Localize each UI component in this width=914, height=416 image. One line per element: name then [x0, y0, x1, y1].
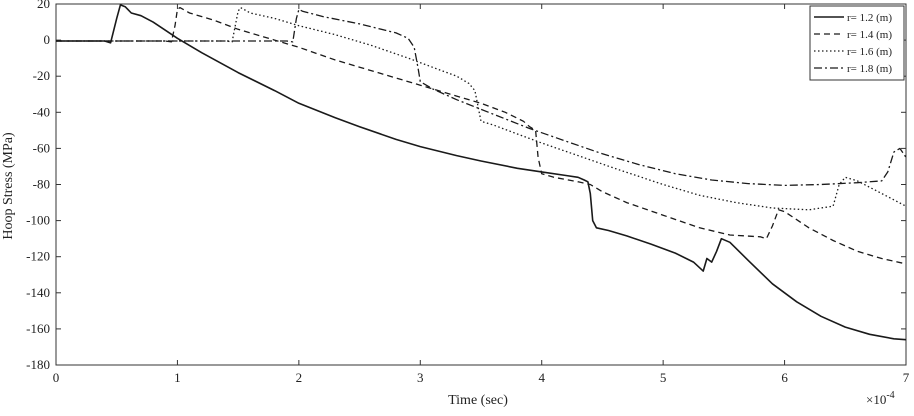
- y-tick-label: -80: [33, 177, 50, 192]
- x-tick-label: 2: [296, 370, 303, 385]
- y-tick-label: -40: [33, 104, 50, 119]
- x-tick-label: 6: [781, 370, 788, 385]
- x-axis-exponent: ×10-4: [866, 390, 895, 407]
- y-tick-label: -100: [26, 213, 50, 228]
- x-axis-title: Time (sec): [448, 393, 508, 408]
- legend-label-3: r= 1.6 (m): [847, 46, 892, 58]
- y-tick-label: -20: [33, 68, 50, 83]
- y-tick-label: -140: [26, 285, 50, 300]
- ticks-layer: 0 1 2 3 4 5 6 7 20 0 -20 -40 -60 -80 -100 -120 -140 -160 -…: [26, 0, 910, 385]
- x-tick-label: 4: [538, 370, 545, 385]
- x-tick-label: 0: [53, 370, 60, 385]
- series-line-1: [56, 4, 907, 341]
- y-tick-label: 20: [37, 0, 50, 11]
- y-tick-label: -120: [26, 249, 50, 264]
- series-layer: [56, 4, 907, 341]
- x-tick-label: 3: [417, 370, 424, 385]
- x-axis-exponent-power: -4: [886, 390, 894, 401]
- legend-label-4: r= 1.8 (m): [847, 63, 892, 75]
- legend: r= 1.2 (m) r= 1.4 (m) r= 1.6 (m) r= 1.8 (m): [809, 5, 905, 81]
- legend-label-1: r= 1.2 (m): [847, 12, 892, 24]
- x-tick-label: 7: [903, 370, 910, 385]
- x-axis-exponent-base: ×10: [866, 392, 886, 407]
- y-axis-title: Hoop Stress (MPa): [1, 132, 16, 240]
- legend-label-2: r= 1.4 (m): [847, 29, 892, 41]
- series-line-3: [56, 6, 907, 211]
- y-tick-label: -180: [26, 357, 50, 372]
- series-line-4: [56, 8, 907, 187]
- x-tick-label: 1: [174, 370, 181, 385]
- y-tick-label: -160: [26, 321, 50, 336]
- y-tick-label: -60: [33, 140, 50, 155]
- x-tick-label: 5: [660, 370, 667, 385]
- y-tick-label: 0: [44, 32, 51, 47]
